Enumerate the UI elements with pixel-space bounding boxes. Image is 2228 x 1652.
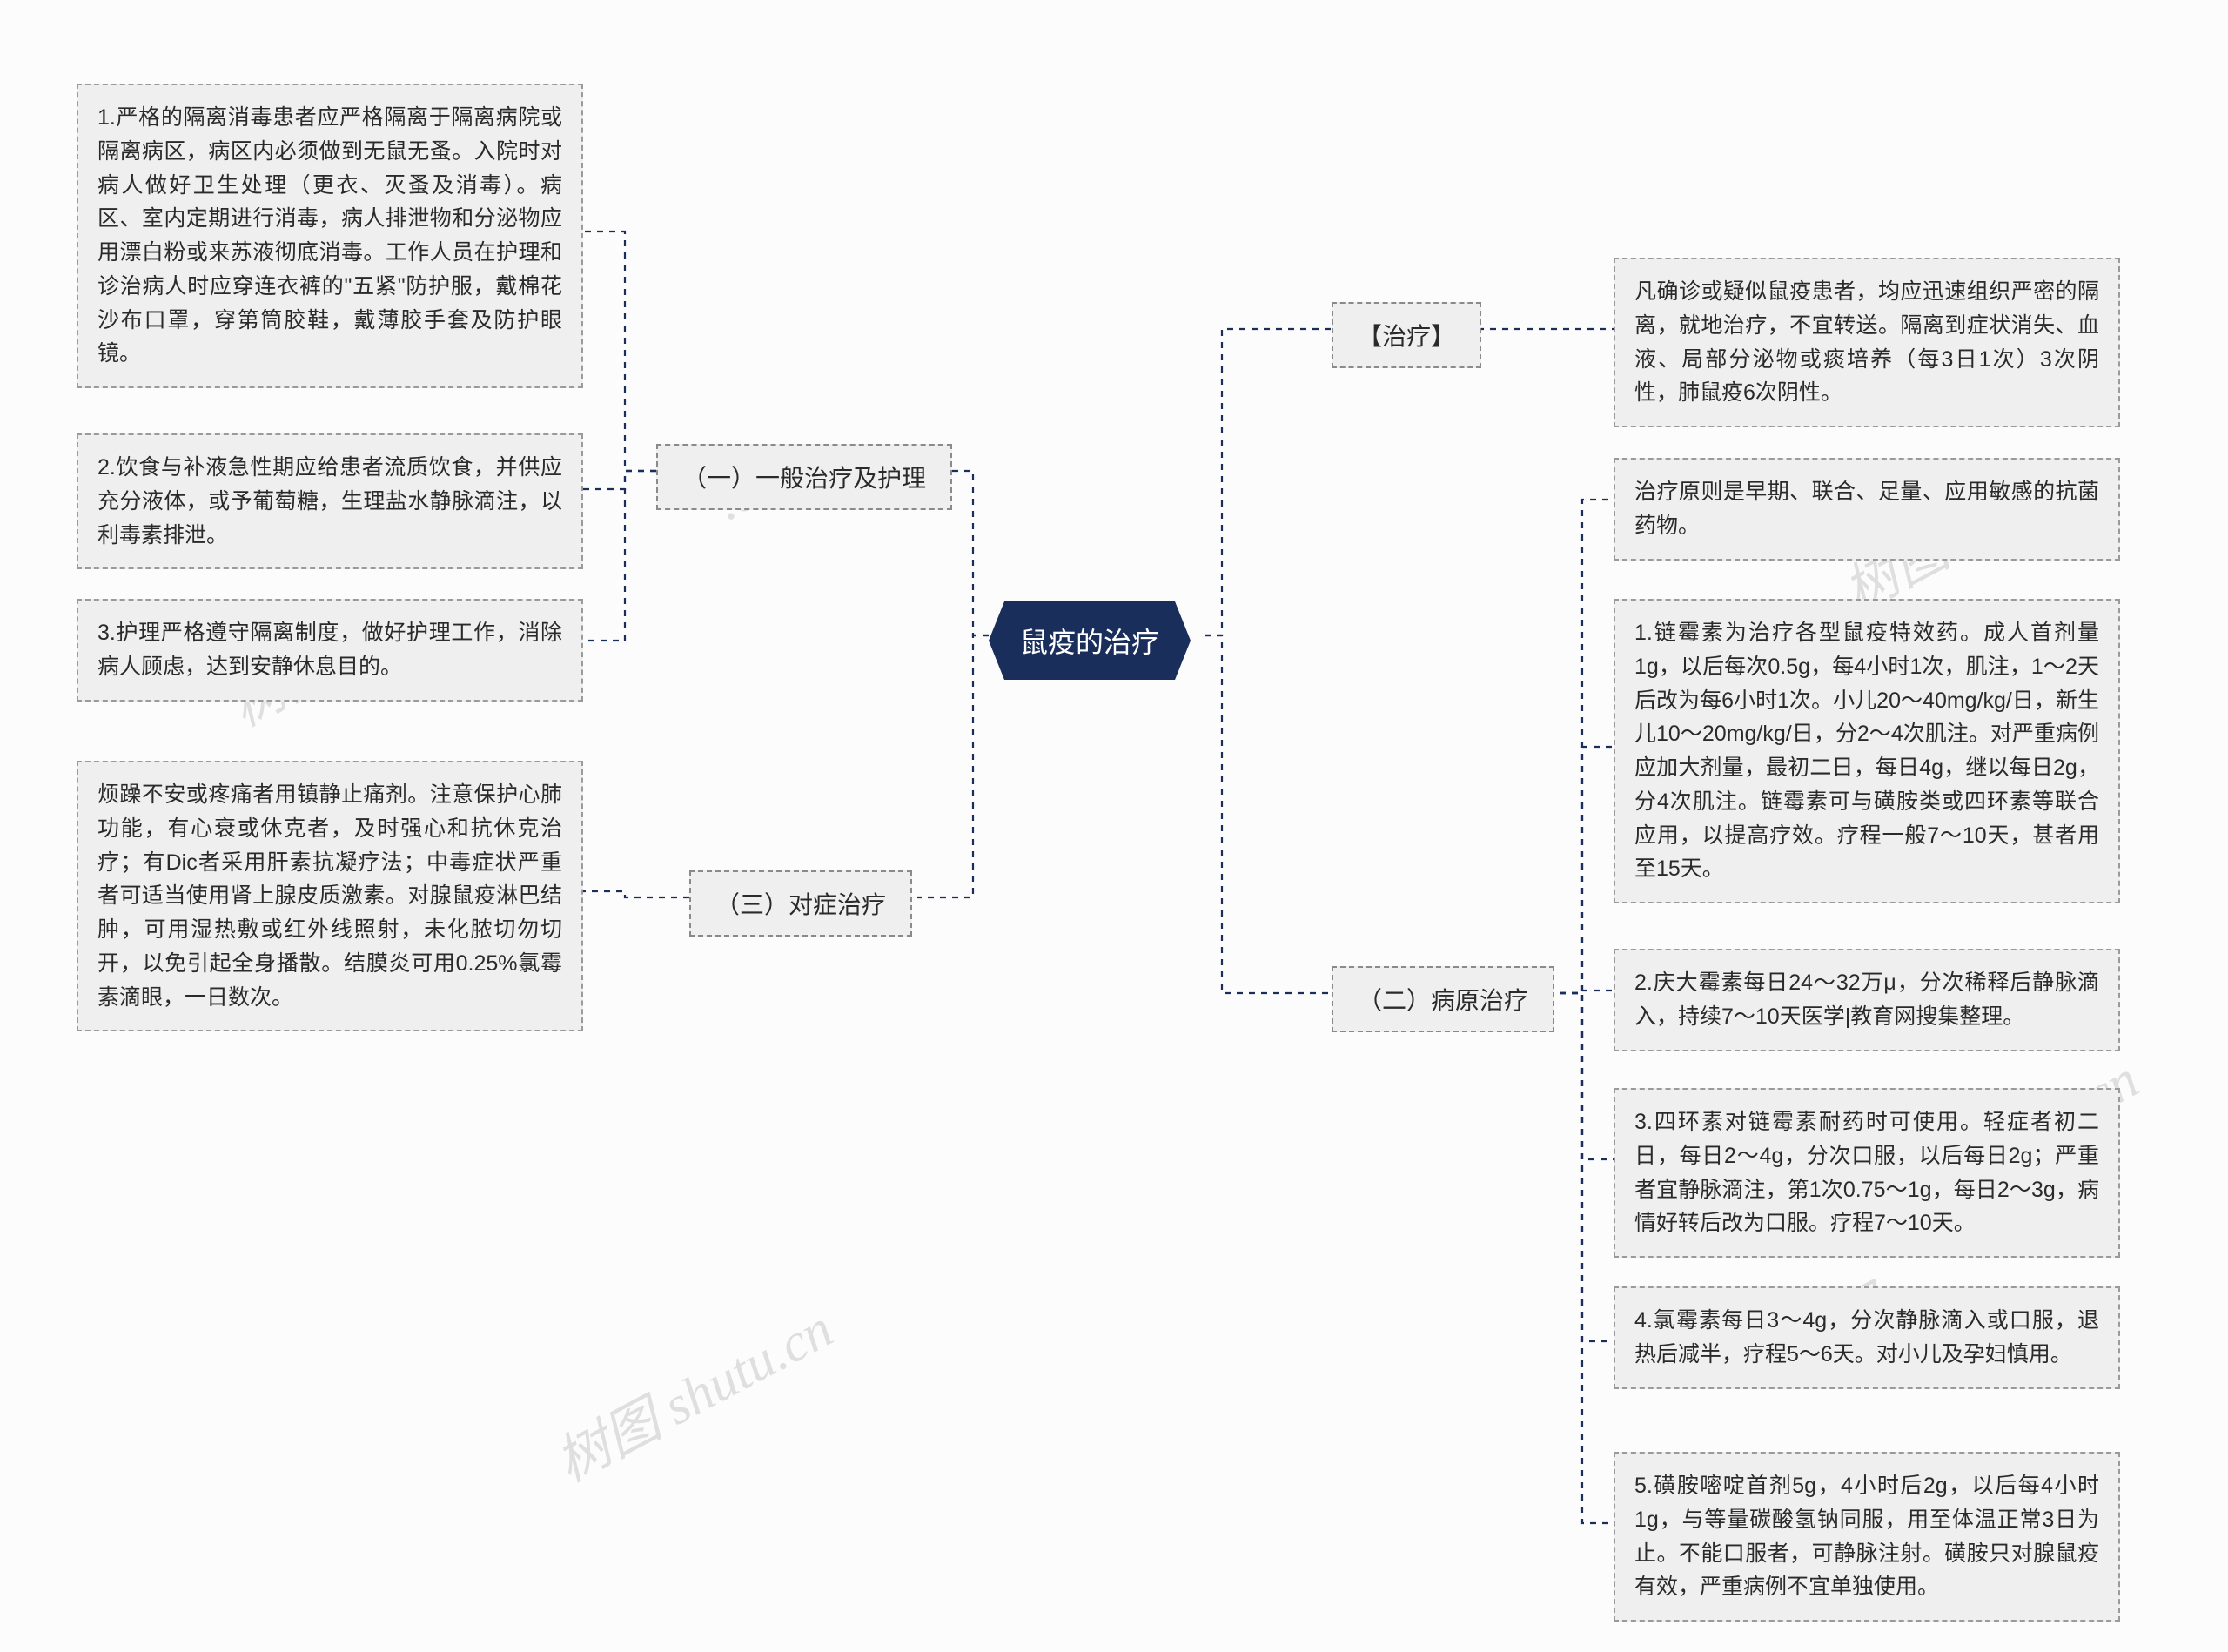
watermark: 树图 shutu.cn <box>540 1286 843 1497</box>
branch-treatment-header[interactable]: 【治疗】 <box>1332 302 1481 368</box>
leaf-gentamicin[interactable]: 2.庆大霉素每日24～32万μ，分次稀释后静脉滴入，持续7～10天医学|教育网搜… <box>1614 949 2120 1051</box>
leaf-diet-fluids[interactable]: 2.饮食与补液急性期应给患者流质饮食，并供应充分液体，或予葡萄糖，生理盐水静脉滴… <box>77 433 583 569</box>
leaf-tetracycline[interactable]: 3.四环素对链霉素耐药时可使用。轻症者初二日，每日2～4g，分次口服，以后每日2… <box>1614 1088 2120 1258</box>
branch-symptomatic[interactable]: （三）对症治疗 <box>689 870 912 937</box>
leaf-nursing[interactable]: 3.护理严格遵守隔离制度，做好护理工作，消除病人顾虑，达到安静休息目的。 <box>77 599 583 702</box>
mindmap-canvas: .cn 树图 树图 shutu.cn 树图 .cn 树图 鼠疫的治疗 （一）一般… <box>0 0 2228 1652</box>
branch-pathogen[interactable]: （二）病原治疗 <box>1332 966 1554 1032</box>
root-node[interactable]: 鼠疫的治疗 <box>989 601 1191 680</box>
leaf-sulfadiazine[interactable]: 5.磺胺嘧啶首剂5g，4小时后2g，以后每4小时1g，与等量碳酸氢钠同服，用至体… <box>1614 1452 2120 1622</box>
leaf-isolation[interactable]: 1.严格的隔离消毒患者应严格隔离于隔离病院或隔离病区，病区内必须做到无鼠无蚤。入… <box>77 84 583 388</box>
branch-general-care[interactable]: （一）一般治疗及护理 <box>656 444 952 510</box>
leaf-chloramphenicol[interactable]: 4.氯霉素每日3～4g，分次静脉滴入或口服，退热后减半，疗程5～6天。对小儿及孕… <box>1614 1286 2120 1389</box>
leaf-symptomatic-detail[interactable]: 烦躁不安或疼痛者用镇静止痛剂。注意保护心肺功能，有心衰或休克者，及时强心和抗休克… <box>77 761 583 1031</box>
leaf-treatment-principle-quarantine[interactable]: 凡确诊或疑似鼠疫患者，均应迅速组织严密的隔离，就地治疗，不宜转送。隔离到症状消失… <box>1614 258 2120 427</box>
leaf-principle[interactable]: 治疗原则是早期、联合、足量、应用敏感的抗菌药物。 <box>1614 458 2120 561</box>
leaf-streptomycin[interactable]: 1.链霉素为治疗各型鼠疫特效药。成人首剂量1g，以后每次0.5g，每4小时1次，… <box>1614 599 2120 903</box>
